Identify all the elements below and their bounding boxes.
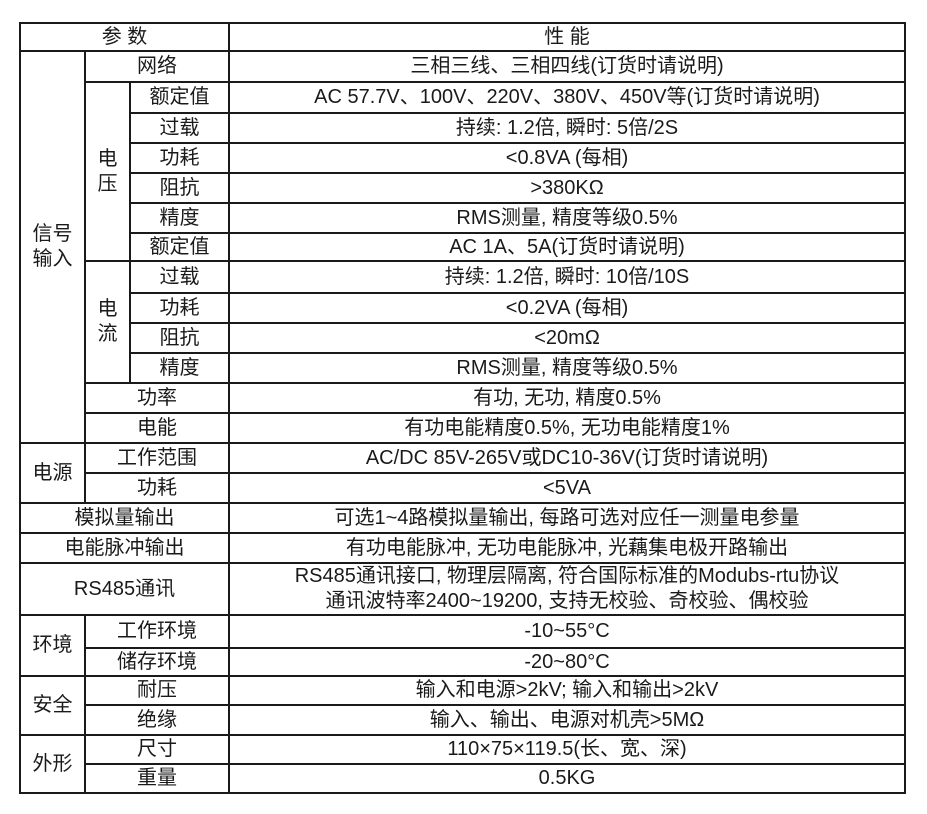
current-consumption-value: <0.2VA (每相) <box>228 292 906 324</box>
voltage-rated-value: AC 57.7V、100V、220V、380V、450V等(订货时请说明) <box>228 81 906 114</box>
current-impedance-value: <20mΩ <box>228 322 906 354</box>
supply-consumption-label: 功耗 <box>83 472 231 504</box>
group-cell-safety: 安全 <box>19 675 86 736</box>
env-storage-value: -20~80°C <box>228 647 906 677</box>
rs485-label: RS485通讯 <box>18 562 231 616</box>
current-rated-label: 额定值 <box>128 232 231 262</box>
safety-withstand-label: 耐压 <box>83 675 231 706</box>
voltage-impedance-label: 阻抗 <box>128 172 231 204</box>
voltage-accuracy-label: 精度 <box>128 202 231 234</box>
table-row-size: 外形 尺寸 110×75×119.5(长、宽、深) <box>19 734 906 794</box>
table-row-current-rated: 额定值 AC 1A、5A(订货时请说明) <box>20 232 906 262</box>
table-row-rs485: RS485通讯 RS485通讯接口, 物理层隔离, 符合国际标准的Modubs-… <box>18 562 906 616</box>
table-row-env-working: 环境 工作环境 -10~55°C <box>19 614 906 677</box>
group-cell-current: 电 流 <box>84 260 131 384</box>
voltage-consumption-label: 功耗 <box>128 142 231 174</box>
header-param-cell: 参 数 <box>18 22 231 52</box>
table-row-voltage-overload: 过载 持续: 1.2倍, 瞬时: 5倍/2S <box>20 112 906 144</box>
power-value: 有功, 无功, 精度0.5% <box>228 382 906 414</box>
table-row-current-overload: 电 流 过载 持续: 1.2倍, 瞬时: 10倍/10S <box>20 260 906 384</box>
table-row-current-consumption: 功耗 <0.2VA (每相) <box>20 292 906 324</box>
analog-output-value: 可选1~4路模拟量输出, 每路可选对应任一测量电参量 <box>228 502 906 534</box>
network-label: 网络 <box>83 50 231 83</box>
group-cell-power-supply: 电源 <box>19 442 86 504</box>
voltage-overload-label: 过载 <box>128 112 231 144</box>
current-impedance-label: 阻抗 <box>128 322 231 354</box>
table-row-weight: 重量 0.5KG <box>20 763 906 794</box>
group-cell-voltage: 电 压 <box>84 81 131 262</box>
table-row-voltage-impedance: 阻抗 >380KΩ <box>20 172 906 204</box>
table-row-current-impedance: 阻抗 <20mΩ <box>20 322 906 354</box>
table-row-supply-range: 电源 工作范围 AC/DC 85V-265V或DC10-36V(订货时请说明) <box>19 442 906 504</box>
voltage-consumption-value: <0.8VA (每相) <box>228 142 906 174</box>
weight-value: 0.5KG <box>228 763 906 794</box>
energy-label: 电能 <box>83 412 231 444</box>
pulse-output-value: 有功电能脉冲, 无功电能脉冲, 光藕集电极开路输出 <box>228 532 906 564</box>
group-cell-dimensions: 外形 <box>19 734 86 794</box>
voltage-rated-label: 额定值 <box>128 81 231 114</box>
power-label: 功率 <box>83 382 231 414</box>
network-value: 三相三线、三相四线(订货时请说明) <box>228 50 906 83</box>
supply-range-label: 工作范围 <box>83 442 231 474</box>
voltage-overload-value: 持续: 1.2倍, 瞬时: 5倍/2S <box>228 112 906 144</box>
current-overload-value: 持续: 1.2倍, 瞬时: 10倍/10S <box>228 260 906 294</box>
table-row-safety-insulation: 绝缘 输入、输出、电源对机壳>5MΩ <box>20 704 906 736</box>
current-accuracy-value: RMS测量, 精度等级0.5% <box>228 352 906 384</box>
rs485-value: RS485通讯接口, 物理层隔离, 符合国际标准的Modubs-rtu协议 通讯… <box>228 562 906 616</box>
table-row-voltage-consumption: 功耗 <0.8VA (每相) <box>20 142 906 174</box>
size-value: 110×75×119.5(长、宽、深) <box>228 734 906 765</box>
table-row-power: 功率 有功, 无功, 精度0.5% <box>20 382 906 414</box>
table-row-voltage-accuracy: 精度 RMS测量, 精度等级0.5% <box>20 202 906 234</box>
env-working-value: -10~55°C <box>228 614 906 649</box>
env-working-label: 工作环境 <box>83 614 231 649</box>
current-accuracy-label: 精度 <box>128 352 231 384</box>
table-row-safety-withstand: 安全 耐压 输入和电源>2kV; 输入和输出>2kV <box>19 675 906 736</box>
energy-value: 有功电能精度0.5%, 无功电能精度1% <box>228 412 906 444</box>
current-overload-label: 过载 <box>128 260 231 294</box>
current-rated-value: AC 1A、5A(订货时请说明) <box>228 232 906 262</box>
spec-table: 参 数 性 能 信号 输入 网络 三相三线、三相四线(订货时请说明) 电 压 额… <box>18 22 906 794</box>
safety-withstand-value: 输入和电源>2kV; 输入和输出>2kV <box>228 675 906 706</box>
safety-insulation-value: 输入、输出、电源对机壳>5MΩ <box>228 704 906 736</box>
weight-label: 重量 <box>83 763 231 794</box>
group-cell-signal-input: 信号 输入 <box>19 50 86 444</box>
pulse-output-label: 电能脉冲输出 <box>18 532 231 564</box>
current-consumption-label: 功耗 <box>128 292 231 324</box>
analog-output-label: 模拟量输出 <box>18 502 231 534</box>
safety-insulation-label: 绝缘 <box>83 704 231 736</box>
size-label: 尺寸 <box>83 734 231 765</box>
voltage-accuracy-value: RMS测量, 精度等级0.5% <box>228 202 906 234</box>
table-row-analog-output: 模拟量输出 可选1~4路模拟量输出, 每路可选对应任一测量电参量 <box>18 502 906 534</box>
env-storage-label: 储存环境 <box>83 647 231 677</box>
header-row: 参 数 性 能 <box>18 22 906 52</box>
supply-range-value: AC/DC 85V-265V或DC10-36V(订货时请说明) <box>228 442 906 474</box>
table-row-pulse-output: 电能脉冲输出 有功电能脉冲, 无功电能脉冲, 光藕集电极开路输出 <box>18 532 906 564</box>
table-row-supply-consumption: 功耗 <5VA <box>20 472 906 504</box>
table-row-voltage-rated: 电 压 额定值 AC 57.7V、100V、220V、380V、450V等(订货… <box>20 81 906 262</box>
table-row-current-accuracy: 精度 RMS测量, 精度等级0.5% <box>20 352 906 384</box>
table-row-network: 信号 输入 网络 三相三线、三相四线(订货时请说明) <box>19 50 906 444</box>
header-perf-cell: 性 能 <box>228 22 906 52</box>
supply-consumption-value: <5VA <box>228 472 906 504</box>
table-row-energy: 电能 有功电能精度0.5%, 无功电能精度1% <box>20 412 906 444</box>
table-row-env-storage: 储存环境 -20~80°C <box>20 647 906 677</box>
voltage-impedance-value: >380KΩ <box>228 172 906 204</box>
group-cell-environment: 环境 <box>19 614 86 677</box>
